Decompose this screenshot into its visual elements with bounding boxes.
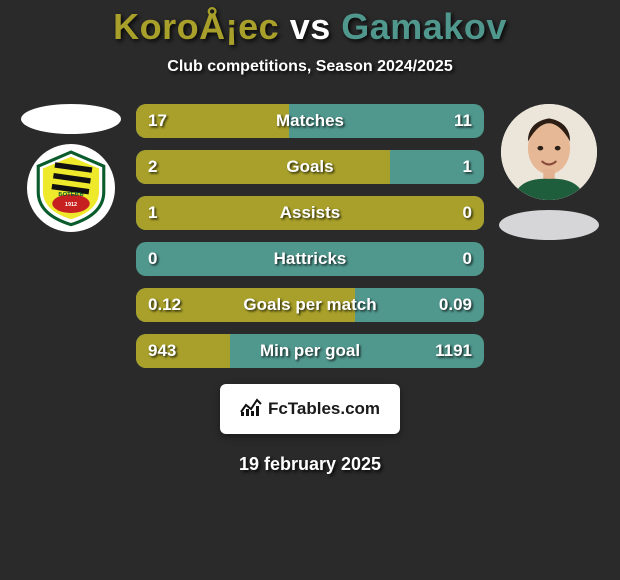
stat-value-left: 0 [136,249,208,269]
stat-value-left: 943 [136,341,208,361]
stat-label: Min per goal [208,341,412,361]
stat-label: Assists [208,203,412,223]
club-logo-left: БОТЕВЪ 1912 [27,144,115,232]
stat-label: Hattricks [208,249,412,269]
title-vs: vs [290,6,342,47]
botev-icon: БОТЕВЪ 1912 [32,149,110,227]
player-photo-right [501,104,597,200]
svg-text:БОТЕВЪ: БОТЕВЪ [58,192,83,198]
stat-row: 0Hattricks0 [136,242,484,276]
page-title: KoroÅ¡ec vs Gamakov [113,6,507,48]
club-placeholder-right [499,210,599,240]
player-placeholder-left [21,104,121,134]
stat-row: 943Min per goal1191 [136,334,484,368]
subtitle: Club competitions, Season 2024/2025 [167,58,452,76]
stat-label: Goals [208,157,412,177]
stat-label: Matches [208,111,412,131]
footer-date: 19 february 2025 [239,454,381,475]
stat-value-right: 1191 [412,341,484,361]
content-wrapper: KoroÅ¡ec vs Gamakov Club competitions, S… [0,0,620,580]
stat-value-left: 17 [136,111,208,131]
stat-value-right: 1 [412,157,484,177]
side-right [494,104,604,240]
stat-row: 0.12Goals per match0.09 [136,288,484,322]
stats-column: 17Matches112Goals11Assists00Hattricks00.… [136,104,484,368]
stat-value-right: 11 [412,111,484,131]
stat-value-right: 0 [412,203,484,223]
side-left: БОТЕВЪ 1912 [16,104,126,232]
title-left: KoroÅ¡ec [113,6,279,47]
stat-value-left: 2 [136,157,208,177]
stat-row: 1Assists0 [136,196,484,230]
stat-value-left: 0.12 [136,295,208,315]
avatar-icon [501,104,597,200]
main-area: БОТЕВЪ 1912 17Matches112Goals11Assists00… [10,104,610,368]
svg-text:1912: 1912 [65,202,77,208]
stat-label: Goals per match [208,295,412,315]
stat-row: 17Matches11 [136,104,484,138]
footer-brand[interactable]: FcTables.com [220,384,400,434]
stat-value-left: 1 [136,203,208,223]
chart-icon [240,397,262,422]
footer-brand-text: FcTables.com [268,399,380,419]
stat-value-right: 0.09 [412,295,484,315]
title-right: Gamakov [341,6,507,47]
stat-value-right: 0 [412,249,484,269]
stat-row: 2Goals1 [136,150,484,184]
